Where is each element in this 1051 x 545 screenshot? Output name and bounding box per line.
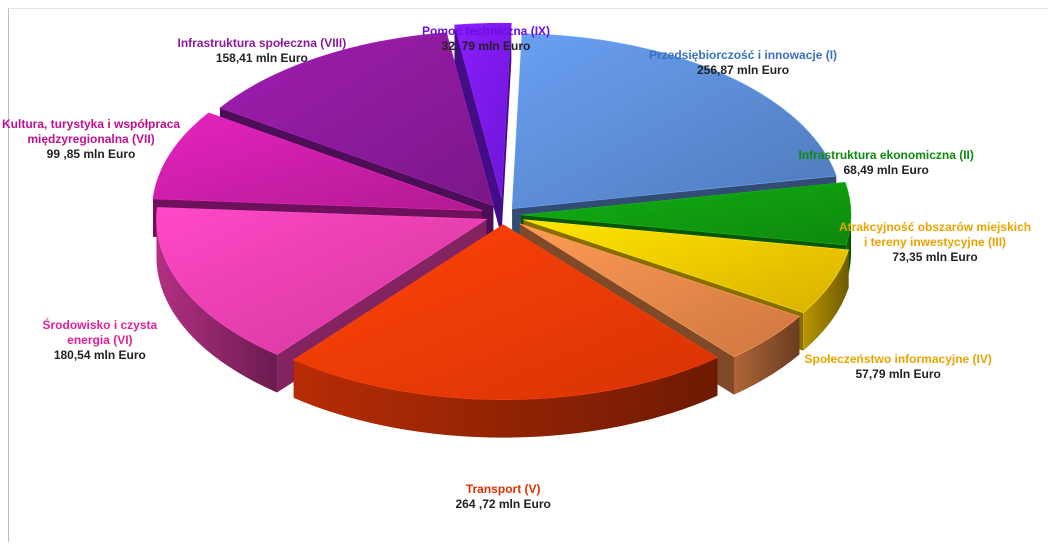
slice-label-5: Transport (V) 264 ,72 mln Euro [456, 482, 551, 512]
slice-value-text: 158,41 mln Euro [215, 51, 308, 65]
slice-6 [156, 207, 488, 355]
slice-5 [293, 224, 719, 400]
slice-8 [219, 32, 494, 207]
slice-7 [152, 112, 483, 212]
slice-value-text: 32, 79 mln Euro [441, 39, 531, 53]
slice-category-text: Kultura, turystyka i współpraca [2, 117, 181, 131]
slice-category-text: energia (VI) [67, 333, 133, 347]
slice-category-text: międzyregionalna (VII) [27, 132, 155, 146]
slice-category-text: Transport (V) [465, 482, 541, 496]
slice-side-5 [293, 357, 718, 438]
slice-label-7: Kultura, turystyka i współpraca międzyreg… [2, 117, 180, 162]
slice-value-text: 264 ,72 mln Euro [455, 497, 551, 511]
slice-9 [454, 22, 512, 199]
slice-label-4: Społeczeństwo informacyjne (IV) 57,79 mln… [805, 352, 992, 382]
slice-value-text: 256,87 mln Euro [697, 63, 790, 77]
slice-side-3 [803, 249, 849, 351]
slice-value-text: 99 ,85 mln Euro [46, 147, 136, 161]
slice-category-text: Infrastruktura społeczna (VIII) [177, 36, 347, 50]
slice-side-4 [734, 316, 800, 395]
slice-label-2: Infrastruktura ekonomiczna (II) 68,49 mln… [799, 148, 974, 178]
slice-category-text: Pomoc techniczna (IX) [422, 24, 551, 38]
slice-value-text: 68,49 mln Euro [843, 163, 929, 177]
slice-value-text: 73,35 mln Euro [892, 250, 978, 264]
chart-frame [8, 8, 1048, 542]
slice-label-3: Atrakcyjność obszarów miejskich i tereny … [839, 220, 1031, 265]
slice-category-text: i tereny inwestycyjne (III) [864, 235, 1007, 249]
slice-3 [523, 219, 850, 313]
slice-value-text: 57,79 mln Euro [855, 367, 941, 381]
slice-value-text: 180,54 mln Euro [53, 348, 146, 362]
slice-category-text: Środowisko i czysta [42, 318, 158, 332]
slice-side-6 [156, 219, 278, 393]
slice-label-8: Infrastruktura społeczna (VIII) 158,41 ml… [178, 36, 347, 66]
slice-4 [519, 223, 800, 358]
slice-1 [511, 33, 837, 209]
slice-category-text: Społeczeństwo informacyjne (IV) [804, 352, 992, 366]
slice-category-text: Przedsiębiorczość i innowacje (I) [649, 48, 838, 62]
slice-label-9: Pomoc techniczna (IX) 32, 79 mln Euro [422, 24, 550, 54]
slice-category-text: Infrastruktura ekonomiczna (II) [798, 148, 974, 162]
slice-label-6: Środowisko i czysta energia (VI) 180,54 ml… [43, 318, 158, 363]
slice-label-1: Przedsiębiorczość i innowacje (I) 256,87 … [649, 48, 837, 78]
slice-category-text: Atrakcyjność obszarów miejskich [839, 220, 1032, 234]
slice-2 [520, 181, 852, 246]
pie-top-faces [152, 22, 852, 400]
